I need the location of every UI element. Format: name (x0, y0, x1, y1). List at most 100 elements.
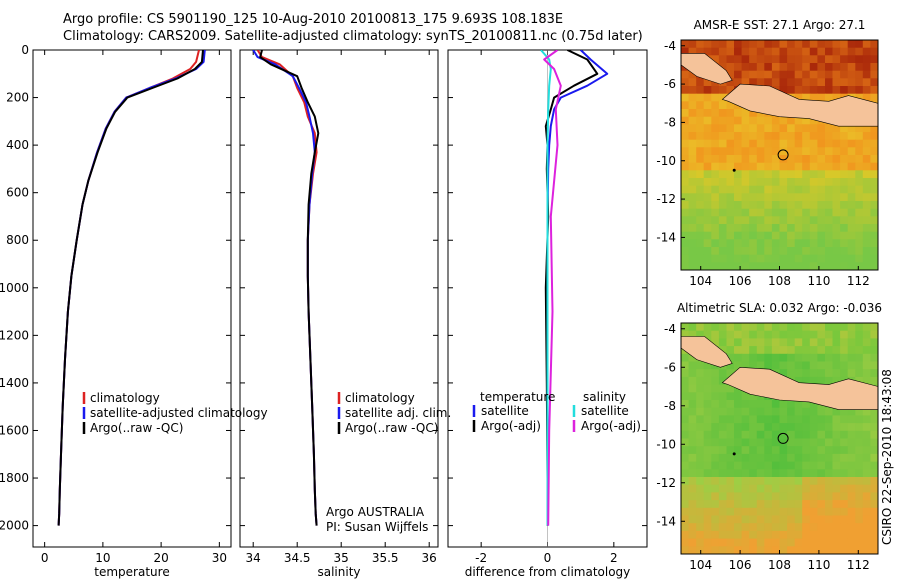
map-cell (779, 438, 788, 447)
map-cell (756, 461, 765, 470)
map-cell (696, 523, 705, 532)
map-cell (840, 262, 849, 270)
map-cell (862, 78, 871, 87)
map-cell (696, 101, 705, 110)
map-cell (741, 492, 750, 501)
map-cell (855, 216, 864, 225)
map-cell (741, 453, 750, 463)
map-cell (718, 538, 728, 547)
map-cell (779, 124, 788, 133)
map-cell (764, 124, 773, 133)
map-cell (734, 538, 743, 547)
map-cell (870, 132, 878, 141)
map-cell (787, 484, 796, 493)
map-cell (794, 461, 803, 470)
map-cell (787, 139, 796, 148)
map-cell (711, 254, 720, 263)
map-cell (817, 193, 826, 202)
map-cell (681, 178, 690, 187)
map-cell (764, 47, 773, 56)
map-cell (787, 40, 796, 49)
map-cell (741, 469, 750, 478)
map-cell (794, 523, 803, 532)
map-cell (779, 70, 788, 79)
x-tick-label: 35 (334, 551, 349, 565)
map-cell (681, 392, 690, 401)
map-cell (681, 523, 690, 532)
map-cell (832, 353, 841, 363)
map-cell (688, 376, 697, 386)
map-cell (840, 477, 849, 486)
map-cell (696, 376, 705, 386)
map-cell (688, 453, 697, 463)
map-cell (771, 484, 781, 493)
map-cell (688, 523, 697, 532)
x-axis-label: salinity (317, 565, 360, 579)
map-cell (825, 78, 834, 87)
x-tick-label: 110 (807, 274, 830, 288)
footer-credit: CSIRO 22-Sep-2010 18:43:08 (880, 369, 894, 545)
map-cell (688, 162, 697, 171)
map-cell (756, 538, 765, 547)
map-cell (779, 132, 788, 141)
map-cell (832, 446, 841, 455)
map-cell (741, 47, 750, 56)
map-cell (847, 55, 856, 64)
map-cell (870, 492, 878, 501)
map-cell (802, 430, 811, 440)
map-cell (787, 55, 796, 64)
map-cell (870, 147, 878, 156)
legend-group-title: temperature (480, 390, 555, 404)
map-cell (726, 47, 735, 56)
map-cell (825, 484, 834, 493)
map-cell (855, 86, 864, 95)
map-cell (809, 523, 818, 532)
map-cell (749, 361, 758, 370)
map-cell (847, 361, 856, 370)
map-cell (840, 330, 849, 339)
map-cell (749, 224, 758, 233)
map-cell (855, 185, 864, 194)
map-cell (779, 461, 788, 470)
map-cell (855, 262, 864, 270)
map-cell (741, 155, 750, 164)
map-cell (817, 216, 826, 225)
map-cell (862, 162, 871, 171)
map-cell (855, 147, 864, 156)
map-cell (703, 492, 712, 501)
map-cell (703, 185, 712, 194)
map-field (681, 40, 878, 270)
map-cell (688, 70, 697, 79)
map-cell (832, 155, 841, 164)
map-cell (794, 132, 803, 141)
map-cell (855, 124, 864, 133)
map-cell (764, 430, 773, 440)
map-cell (817, 139, 826, 148)
map-cell (734, 484, 743, 493)
map-cell (771, 538, 781, 547)
map-cell (756, 530, 765, 540)
map-cell (703, 155, 712, 164)
map-cell (825, 515, 834, 524)
map-cell (741, 484, 750, 493)
map-cell (734, 216, 743, 225)
map-cell (771, 63, 781, 72)
map-cell (855, 170, 864, 179)
map-cell (847, 492, 856, 501)
map-cell (802, 155, 811, 164)
map-cell (809, 538, 818, 547)
map-cell (756, 63, 765, 72)
y-tick-label: 1000 (0, 281, 29, 295)
map-cell (771, 515, 781, 524)
map-cell (787, 124, 796, 133)
map-cell (764, 139, 773, 148)
map-cell (764, 70, 773, 79)
map-cell (734, 453, 743, 463)
map-cell (855, 453, 864, 463)
map-cell (741, 78, 750, 87)
map-cell (809, 47, 818, 56)
map-cell (696, 185, 705, 194)
plot-frame (239, 49, 439, 548)
map-cell (726, 231, 735, 240)
map-cell (688, 101, 697, 110)
